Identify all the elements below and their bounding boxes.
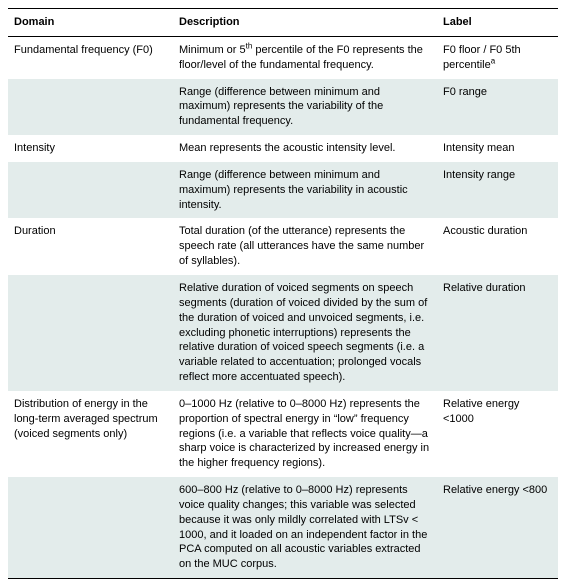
cell-description: Total duration (of the utterance) repres… bbox=[173, 218, 437, 275]
col-header-label: Label bbox=[437, 9, 558, 37]
cell-label: Relative energy <800 bbox=[437, 477, 558, 579]
cell-domain bbox=[8, 275, 173, 391]
table-row: Fundamental frequency (F0)Minimum or 5th… bbox=[8, 36, 558, 78]
table-row: Distribution of energy in the long-term … bbox=[8, 391, 558, 477]
cell-label: F0 range bbox=[437, 79, 558, 136]
cell-label: F0 floor / F0 5th percentilea bbox=[437, 36, 558, 78]
cell-description: 0–1000 Hz (relative to 0–8000 Hz) repres… bbox=[173, 391, 437, 477]
table-row: IntensityMean represents the acoustic in… bbox=[8, 135, 558, 162]
table-row: Range (difference between minimum and ma… bbox=[8, 162, 558, 219]
acoustic-variables-table: Domain Description Label Fundamental fre… bbox=[8, 8, 558, 579]
cell-label: Relative duration bbox=[437, 275, 558, 391]
table-header-row: Domain Description Label bbox=[8, 9, 558, 37]
table-row: 600–800 Hz (relative to 0–8000 Hz) repre… bbox=[8, 477, 558, 579]
cell-description: 600–800 Hz (relative to 0–8000 Hz) repre… bbox=[173, 477, 437, 579]
col-header-description: Description bbox=[173, 9, 437, 37]
cell-domain bbox=[8, 79, 173, 136]
cell-domain: Intensity bbox=[8, 135, 173, 162]
cell-label: Intensity mean bbox=[437, 135, 558, 162]
cell-domain bbox=[8, 162, 173, 219]
table-row: Range (difference between minimum and ma… bbox=[8, 79, 558, 136]
col-header-domain: Domain bbox=[8, 9, 173, 37]
cell-label: Relative energy <1000 bbox=[437, 391, 558, 477]
cell-description: Minimum or 5th percentile of the F0 repr… bbox=[173, 36, 437, 78]
cell-domain: Fundamental frequency (F0) bbox=[8, 36, 173, 78]
cell-label: Acoustic duration bbox=[437, 218, 558, 275]
cell-domain: Duration bbox=[8, 218, 173, 275]
table-row: DurationTotal duration (of the utterance… bbox=[8, 218, 558, 275]
cell-description: Relative duration of voiced segments on … bbox=[173, 275, 437, 391]
cell-domain bbox=[8, 477, 173, 579]
cell-description: Range (difference between minimum and ma… bbox=[173, 79, 437, 136]
table-row: Relative duration of voiced segments on … bbox=[8, 275, 558, 391]
cell-description: Range (difference between minimum and ma… bbox=[173, 162, 437, 219]
cell-label: Intensity range bbox=[437, 162, 558, 219]
table-body: Fundamental frequency (F0)Minimum or 5th… bbox=[8, 36, 558, 578]
cell-description: Mean represents the acoustic intensity l… bbox=[173, 135, 437, 162]
cell-domain: Distribution of energy in the long-term … bbox=[8, 391, 173, 477]
